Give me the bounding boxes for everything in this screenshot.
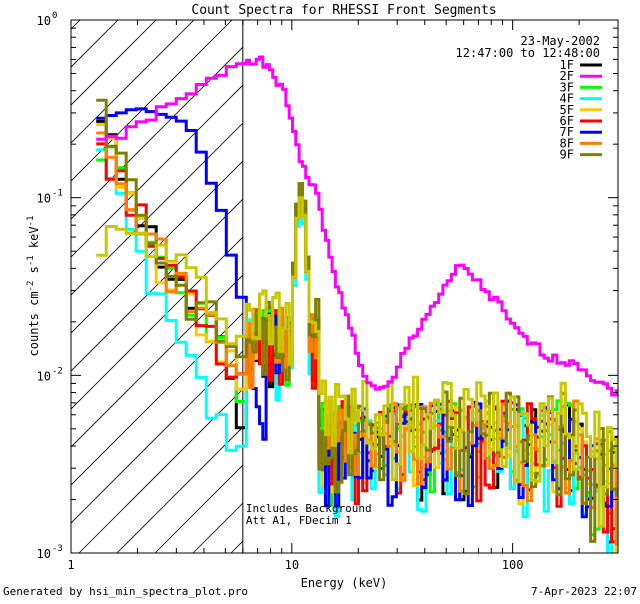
hatch-line [71, 122, 243, 296]
legend-label: 6F [560, 114, 574, 128]
hatch-line [78, 388, 243, 553]
y-tick-exponent: -3 [52, 544, 63, 554]
legend-label: 2F [560, 69, 574, 83]
hatch-line [71, 236, 243, 410]
x-tick-label: 100 [502, 558, 524, 572]
y-tick-label: 10 [37, 369, 51, 383]
footer-timestamp: 7-Apr-2023 22:07 [531, 585, 637, 598]
hatch-line [71, 198, 243, 372]
y-label-part: counts cm [27, 291, 41, 356]
x-axis-label: Energy (keV) [301, 576, 388, 590]
hatch-line [71, 20, 157, 106]
y-label-part: s [27, 266, 41, 280]
hatch-line [71, 20, 195, 144]
y-tick-label: 10 [37, 14, 51, 28]
y-label-part: -1 [26, 255, 36, 266]
legend-label: 4F [560, 92, 574, 106]
date-label: 23-May-2002 [521, 34, 600, 48]
series-line-2F [96, 55, 618, 397]
hatched-region [71, 20, 243, 553]
y-tick-label: 10 [37, 192, 51, 206]
hatch-line [71, 46, 243, 220]
legend-label: 9F [560, 148, 574, 162]
hatch-line [71, 160, 243, 334]
series-layer [96, 20, 618, 553]
legend-label: 7F [560, 125, 574, 139]
legend-label: 3F [560, 80, 574, 94]
y-tick-exponent: 0 [52, 11, 57, 21]
series-line-extra [96, 196, 618, 528]
hatch-line [71, 20, 233, 182]
hatch-line [116, 426, 243, 553]
hatch-line [71, 312, 243, 486]
annotation-line: Includes Background [246, 502, 372, 515]
x-tick-label: 10 [285, 558, 299, 572]
hatch-line [71, 350, 243, 524]
legend-label: 1F [560, 58, 574, 72]
annotation-line: Att A1, FDecim 1 [246, 514, 352, 527]
x-tick-label: 1 [67, 558, 74, 572]
hatch-line [71, 84, 243, 258]
y-tick-exponent: -2 [52, 366, 63, 376]
y-label-part: -2 [26, 281, 36, 292]
time-range-label: 12:47:00 to 12:48:00 [456, 46, 601, 60]
y-label-part: keV [27, 226, 41, 255]
y-tick-exponent: -1 [52, 189, 63, 199]
y-axis-label: counts cm-2 s-1 keV-1 [26, 216, 41, 357]
legend-label: 5F [560, 103, 574, 117]
chart-title: Count Spectra for RHESSI Front Segments [191, 3, 496, 18]
y-tick-label: 10 [37, 547, 51, 561]
footer-generated-by: Generated by hsi_min_spectra_plot.pro [3, 585, 248, 598]
y-label-part: -1 [26, 216, 36, 227]
plot-frame [70, 19, 619, 554]
legend-label: 8F [560, 136, 574, 150]
